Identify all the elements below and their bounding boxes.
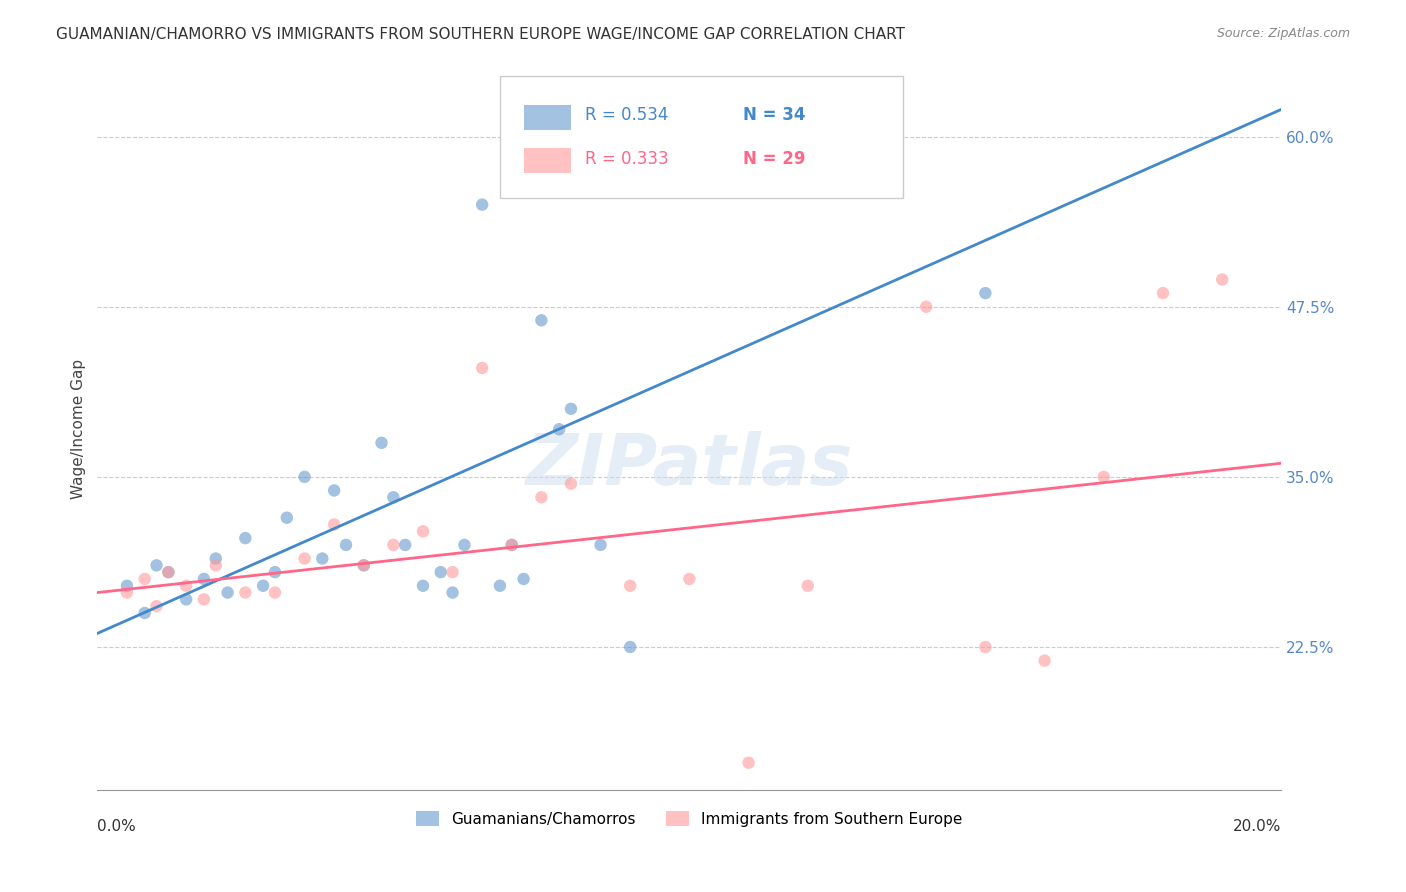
Point: [974, 640, 997, 654]
Point: [353, 558, 375, 573]
Point: [394, 538, 416, 552]
Point: [589, 538, 612, 552]
Text: 0.0%: 0.0%: [97, 819, 136, 834]
Point: [294, 470, 316, 484]
Point: [412, 524, 434, 539]
Point: [174, 579, 197, 593]
Point: [441, 585, 464, 599]
Point: [193, 572, 215, 586]
Point: [335, 538, 357, 552]
Text: R = 0.534: R = 0.534: [585, 106, 669, 124]
Text: 20.0%: 20.0%: [1233, 819, 1281, 834]
Point: [252, 579, 274, 593]
Point: [560, 401, 582, 416]
Point: [429, 565, 451, 579]
Text: R = 0.333: R = 0.333: [585, 150, 669, 168]
FancyBboxPatch shape: [523, 148, 571, 173]
Point: [204, 551, 226, 566]
Point: [560, 476, 582, 491]
Point: [115, 579, 138, 593]
Point: [619, 640, 641, 654]
Point: [974, 286, 997, 301]
Point: [323, 517, 346, 532]
Legend: Guamanians/Chamorros, Immigrants from Southern Europe: Guamanians/Chamorros, Immigrants from So…: [411, 805, 969, 833]
Point: [530, 313, 553, 327]
Point: [134, 606, 156, 620]
Point: [311, 551, 333, 566]
Text: N = 29: N = 29: [742, 150, 806, 168]
Point: [235, 531, 257, 545]
Point: [678, 572, 700, 586]
Point: [115, 585, 138, 599]
Point: [204, 558, 226, 573]
Point: [501, 538, 523, 552]
Point: [489, 579, 512, 593]
Point: [276, 510, 298, 524]
Point: [382, 490, 405, 504]
Point: [134, 572, 156, 586]
Y-axis label: Wage/Income Gap: Wage/Income Gap: [72, 359, 86, 500]
Point: [915, 300, 938, 314]
Point: [1033, 654, 1056, 668]
Point: [441, 565, 464, 579]
Point: [619, 579, 641, 593]
Point: [145, 558, 167, 573]
Point: [501, 538, 523, 552]
Point: [370, 435, 392, 450]
Text: GUAMANIAN/CHAMORRO VS IMMIGRANTS FROM SOUTHERN EUROPE WAGE/INCOME GAP CORRELATIO: GUAMANIAN/CHAMORRO VS IMMIGRANTS FROM SO…: [56, 27, 905, 42]
Point: [471, 361, 494, 376]
Point: [797, 579, 820, 593]
Point: [1152, 286, 1174, 301]
Point: [471, 197, 494, 211]
Point: [323, 483, 346, 498]
Point: [453, 538, 475, 552]
Point: [1211, 272, 1233, 286]
Point: [1092, 470, 1115, 484]
Point: [157, 565, 180, 579]
Point: [382, 538, 405, 552]
Point: [548, 422, 571, 436]
Point: [264, 565, 287, 579]
Text: Source: ZipAtlas.com: Source: ZipAtlas.com: [1216, 27, 1350, 40]
Text: N = 34: N = 34: [742, 106, 806, 124]
Point: [145, 599, 167, 614]
Point: [217, 585, 239, 599]
Point: [193, 592, 215, 607]
Point: [235, 585, 257, 599]
Text: ZIPatlas: ZIPatlas: [526, 431, 853, 500]
Point: [264, 585, 287, 599]
Point: [737, 756, 759, 770]
FancyBboxPatch shape: [523, 104, 571, 130]
Point: [530, 490, 553, 504]
Point: [512, 572, 534, 586]
Point: [157, 565, 180, 579]
Point: [174, 592, 197, 607]
FancyBboxPatch shape: [501, 76, 903, 198]
Point: [294, 551, 316, 566]
Point: [412, 579, 434, 593]
Point: [353, 558, 375, 573]
